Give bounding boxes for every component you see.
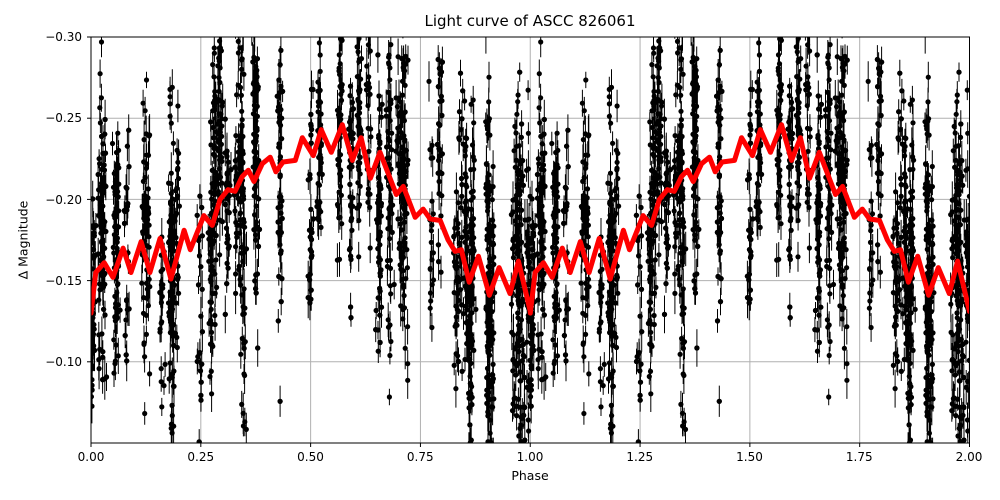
y-tick-label: −0.20 bbox=[45, 192, 82, 207]
x-tick-label: 0.00 bbox=[77, 450, 105, 464]
x-tick-label: 1.50 bbox=[736, 450, 763, 464]
x-tick-label: 0.75 bbox=[406, 450, 434, 464]
x-tick-label: 1.00 bbox=[516, 450, 544, 464]
x-tick-label: 0.50 bbox=[297, 450, 324, 464]
observation-points bbox=[91, 37, 970, 443]
y-tick-label: −0.30 bbox=[45, 30, 82, 44]
y-tick-label: −0.25 bbox=[45, 111, 82, 126]
y-axis-label: Δ Magnitude bbox=[15, 200, 31, 280]
x-tick-label: 2.00 bbox=[955, 450, 983, 464]
y-tick-label: −0.15 bbox=[45, 273, 82, 288]
model-curve bbox=[91, 122, 970, 316]
x-axis-label: Phase bbox=[511, 468, 549, 483]
x-tick-label: 1.75 bbox=[845, 450, 873, 464]
axes-frame bbox=[87, 36, 970, 447]
y-tick-label: −0.10 bbox=[45, 355, 82, 370]
chart-title: Light curve of ASCC 826061 bbox=[424, 12, 636, 30]
x-tick-label: 1.25 bbox=[626, 450, 654, 464]
x-tick-label: 0.25 bbox=[187, 450, 215, 464]
